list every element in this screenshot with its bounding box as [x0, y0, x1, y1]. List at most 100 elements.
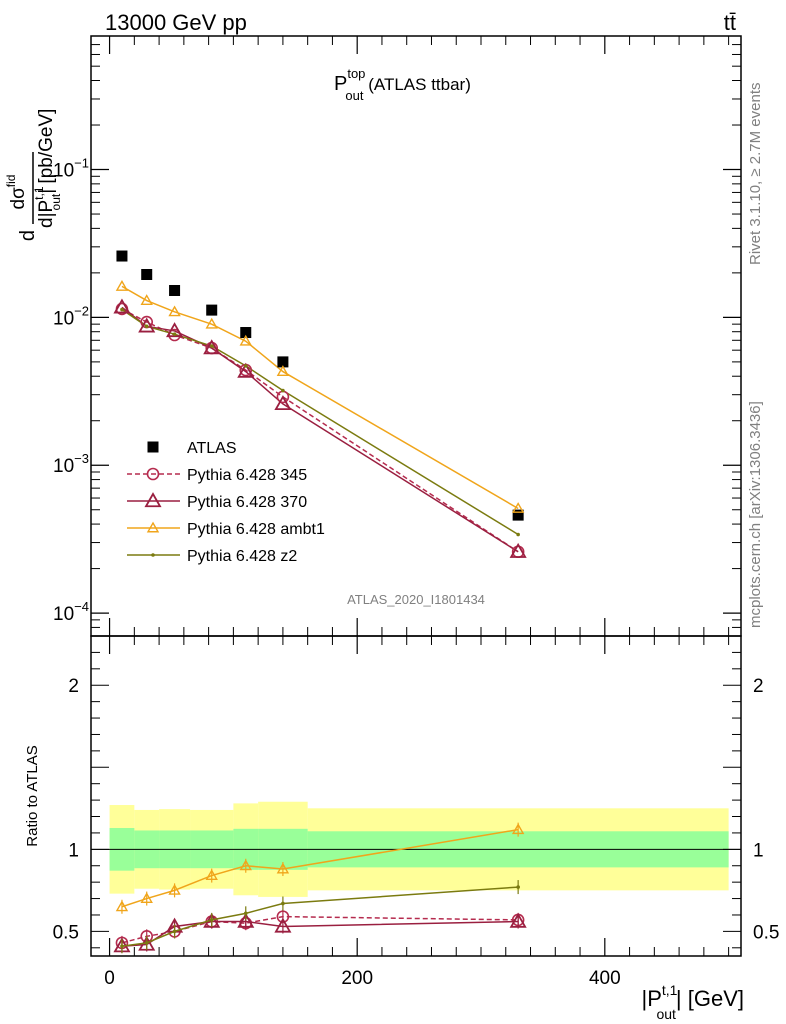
xlabel-suffix: | [GeV]: [676, 986, 744, 1011]
ylabel-den-sup: t,1: [32, 186, 46, 200]
series-line-pythia-6-428-370: [121, 306, 519, 553]
point-pythia-6-428-z2: [243, 364, 248, 368]
xlabel-sup: t,1: [662, 982, 678, 998]
main-ylabel: d dσfid d|Pt,1out| [pb/GeV]: [4, 109, 63, 242]
xlabel-main: |P: [641, 986, 661, 1011]
point-pythia-6-428-ambt1: [115, 279, 129, 291]
ratio-point-pythia-6-428-370: [509, 912, 527, 928]
ratio-point-pythia-6-428-z2: [516, 885, 520, 889]
point-atlas: [169, 284, 181, 296]
point-pythia-6-428-ambt1: [140, 294, 153, 305]
legend-label-atlas: ATLAS: [187, 440, 237, 457]
point-pythia-6-428-370: [166, 322, 184, 338]
main-title-main: P: [334, 73, 347, 95]
main-title-suffix: (ATLAS ttbar): [364, 75, 471, 94]
legend-label-pythia-6-428-345: Pythia 6.428 345: [187, 467, 307, 484]
main-title-sup: top: [347, 66, 365, 81]
main-ytick-label: 10−4: [53, 599, 89, 625]
legend-marker-atlas: [147, 441, 159, 453]
ylabel-unit: | [pb/GeV]: [36, 109, 57, 194]
point-pythia-6-428-z2: [281, 388, 285, 393]
main-ytick-exp: −2: [74, 303, 89, 318]
main-ytick-exp: −4: [74, 599, 89, 614]
main-ytick-label: 10−2: [53, 303, 89, 329]
analysis-tag: ATLAS_2020_I1801434: [347, 592, 485, 607]
point-atlas: [240, 327, 252, 339]
ylabel-num: dσ: [8, 187, 29, 210]
legend-label-pythia-6-428-ambt1: Pythia 6.428 ambt1: [187, 521, 325, 538]
point-pythia-6-428-z2: [209, 344, 214, 348]
ratio-point-pythia-6-428-z2: [209, 918, 214, 922]
xtick-label: 200: [341, 968, 373, 989]
legend-label-pythia-6-428-z2: Pythia 6.428 z2: [187, 548, 297, 565]
legend-marker-pythia-6-428-ambt1: [146, 521, 160, 533]
ratio-ytick-label: 1: [68, 840, 79, 861]
main-ytick-base: 10: [53, 308, 74, 329]
ratio-point-pythia-6-428-z2: [120, 944, 124, 948]
point-pythia-6-428-ambt1: [168, 305, 181, 317]
main-title-sub: out: [345, 88, 363, 103]
ratio-ytick-label: 0.5: [53, 922, 79, 943]
ratio-ytick-label-right: 2: [753, 676, 764, 697]
main-ytick-base: 10: [53, 456, 74, 477]
ratio-ytick-label: 2: [68, 676, 79, 697]
ylabel-den: d|P: [36, 200, 57, 228]
legend-marker-pythia-6-428-z2: [151, 553, 155, 557]
main-title: Ptop out (ATLAS ttbar): [334, 66, 471, 103]
svg-text:dσfid: dσfid: [4, 175, 29, 210]
point-pythia-6-428-370: [274, 395, 292, 411]
point-pythia-6-428-z2: [516, 532, 520, 537]
series-line-pythia-6-428-345: [121, 308, 519, 553]
point-pythia-6-428-370: [237, 362, 255, 378]
ratio-point-pythia-6-428-ambt1: [205, 869, 218, 881]
ratio-point-pythia-6-428-ambt1: [115, 900, 129, 912]
side-rivet-label: Rivet 3.1.10, ≥ 2.7M events: [747, 83, 764, 266]
main-ytick-base: 10: [53, 161, 74, 182]
point-pythia-6-428-z2: [120, 307, 124, 312]
point-atlas: [277, 356, 289, 368]
main-plot-frame: [90, 35, 742, 637]
main-ytick-exp: −3: [74, 451, 89, 466]
ratio-point-pythia-6-428-z2: [243, 911, 248, 916]
legend: ATLAS Pythia 6.428 345 Pythia 6.428 370 Pyt…: [127, 440, 325, 565]
header-right: tt̄: [724, 10, 736, 35]
ratio-point-pythia-6-428-ambt1: [276, 862, 290, 874]
ratio-point-pythia-6-428-ambt1: [168, 883, 181, 895]
series-line-pythia-6-428-z2: [121, 308, 519, 536]
xtick-label: 400: [589, 968, 621, 989]
legend-marker-pythia-6-428-370: [144, 492, 162, 508]
ratio-point-pythia-6-428-ambt1: [140, 892, 153, 904]
ratio-ytick-label-right: 0.5: [753, 922, 779, 943]
ratio-point-pythia-6-428-370: [237, 912, 255, 928]
ratio-point-pythia-6-428-z2: [144, 941, 149, 945]
ratio-line-pythia-6-428-370: [121, 920, 519, 947]
point-pythia-6-428-z2: [172, 332, 177, 336]
series-line-pythia-6-428-ambt1: [121, 285, 519, 510]
point-atlas: [116, 250, 128, 262]
point-pythia-6-428-ambt1: [205, 317, 218, 329]
ratio-ylabel: Ratio to ATLAS: [24, 745, 41, 846]
ylabel-d: d: [17, 230, 39, 241]
main-ytick-label: 10−1: [53, 156, 89, 182]
legend-label-pythia-6-428-370: Pythia 6.428 370: [187, 494, 307, 511]
ylabel-den-sub: out: [49, 193, 63, 210]
xlabel: |Pt,1 out| [GeV]: [641, 982, 744, 1022]
point-atlas: [141, 269, 153, 281]
ratio-point-pythia-6-428-ambt1: [239, 859, 252, 871]
ratio-point-pythia-6-428-370: [274, 917, 292, 933]
legend-marker-pythia-6-428-345: [146, 467, 160, 481]
main-ytick-exp: −1: [74, 156, 89, 171]
point-pythia-6-428-ambt1: [511, 502, 525, 513]
xlabel-sub: out: [656, 1006, 676, 1022]
svg-text:d|Pt,1out| [pb/GeV]: d|Pt,1out| [pb/GeV]: [32, 109, 63, 228]
point-atlas: [512, 509, 524, 521]
main-ytick-label: 10−3: [53, 451, 89, 477]
point-pythia-6-428-ambt1: [276, 365, 290, 377]
point-pythia-6-428-370: [509, 542, 527, 558]
point-atlas: [206, 304, 218, 316]
side-mcplots-label: mcplots.cern.ch [arXiv:1306.3436]: [747, 401, 764, 628]
point-pythia-6-428-370: [113, 298, 131, 314]
ratio-point-pythia-6-428-ambt1: [511, 823, 525, 835]
header-left: 13000 GeV pp: [105, 10, 247, 35]
point-pythia-6-428-ambt1: [239, 334, 252, 346]
